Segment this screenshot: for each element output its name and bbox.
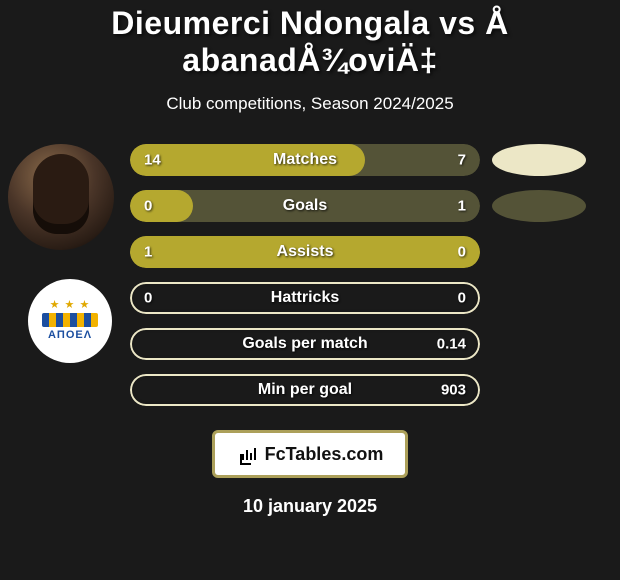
header: Dieumerci Ndongala vs Å abanadÅ¾oviÄ‡ Cl… [0,0,620,114]
stat-row: Goals per match 0.14 [130,328,480,360]
footer-date: 10 january 2025 [0,496,620,517]
bubble-slot [492,282,620,314]
brand-text: FcTables.com [265,444,384,465]
page-subtitle: Club competitions, Season 2024/2025 [0,94,620,114]
stat-left-value: 14 [144,152,161,169]
stat-label: Min per goal [258,381,352,399]
content: ★ ★ ★ ΑΠΟΕΛ 14 Matches 7 0 Goals 1 1 Assists 0 0 H… [0,144,620,420]
brand-badge: FcTables.com [212,430,409,478]
stat-left-value: 0 [144,290,152,307]
stat-right-value: 0 [458,244,466,261]
badge-text: ΑΠΟΕΛ [48,329,92,341]
stat-left-value: 1 [144,244,152,261]
stat-label: Assists [277,243,334,261]
stat-right-value: 1 [458,198,466,215]
footer: FcTables.com 10 january 2025 [0,430,620,517]
page-title: Dieumerci Ndongala vs Å abanadÅ¾oviÄ‡ [0,5,620,79]
stat-right-value: 0.14 [437,336,466,353]
stat-row: 14 Matches 7 [130,144,480,176]
stat-label: Goals [283,197,327,215]
stat-right-value: 0 [458,290,466,307]
stat-right-value: 7 [458,152,466,169]
bubble-slot [492,374,620,406]
stats-bars: 14 Matches 7 0 Goals 1 1 Assists 0 0 Hattricks 0 Goa… [130,144,480,420]
accent-bubble [492,190,586,222]
bubble-column [480,144,620,420]
stat-row: Min per goal 903 [130,374,480,406]
badge-stripes-icon [42,313,98,327]
avatar [8,144,114,250]
stat-bar-fill [130,190,193,222]
bubble-slot [492,144,620,176]
stat-label: Matches [273,151,337,169]
badge-stars-icon: ★ ★ ★ [50,298,91,311]
stat-right-value: 903 [441,382,466,399]
club-badge: ★ ★ ★ ΑΠΟΕΛ [28,279,112,363]
stat-left-value: 0 [144,198,152,215]
bubble-slot [492,236,620,268]
stat-label: Hattricks [271,289,339,307]
bubble-slot [492,190,620,222]
bubble-slot [492,328,620,360]
brand-mark-icon [237,443,259,465]
stat-label: Goals per match [242,335,367,353]
accent-bubble [492,144,586,176]
stat-row: 0 Goals 1 [130,190,480,222]
stat-row: 1 Assists 0 [130,236,480,268]
stat-row: 0 Hattricks 0 [130,282,480,314]
